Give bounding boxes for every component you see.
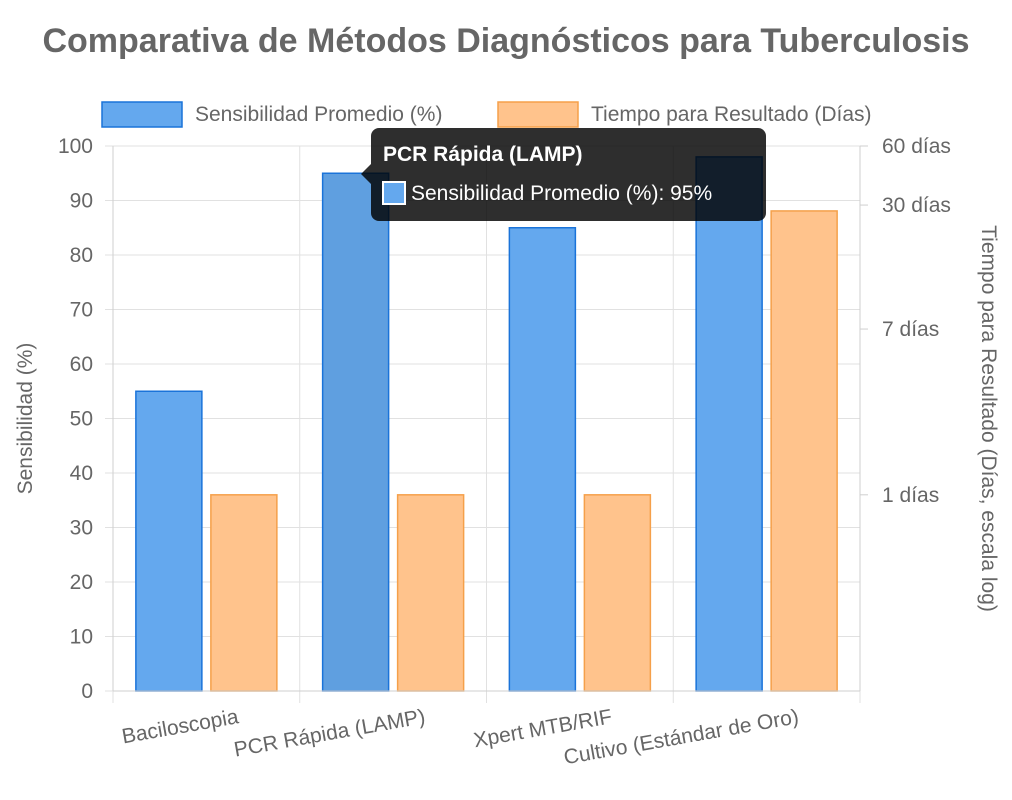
y-left-tick-label-6: 60: [70, 353, 93, 376]
bar-tiempo-0: [210, 494, 278, 692]
y-left-tick-label-2: 20: [70, 571, 93, 594]
y-left-tick-label-8: 80: [70, 244, 93, 267]
y-right-tick-label-0: 1 días: [882, 484, 939, 507]
y-left-tick-label-3: 30: [70, 517, 93, 540]
tooltip-caret: [361, 164, 371, 184]
y-left-tick-label-1: 10: [70, 626, 93, 649]
tooltip-body: Sensibilidad Promedio (%): 95%: [411, 182, 712, 205]
bar-sensibilidad-2: [508, 227, 577, 692]
y-left-tick-label-10: 100: [58, 135, 93, 158]
bar-tiempo-2: [583, 494, 652, 692]
legend-label-0: Sensibilidad Promedio (%): [195, 103, 442, 126]
chart-title: Comparativa de Métodos Diagnósticos para…: [42, 22, 969, 60]
bars: [135, 156, 838, 692]
tooltip: PCR Rápida (LAMP) Sensibilidad Promedio (…: [361, 128, 766, 221]
legend-label-1: Tiempo para Resultado (Días): [591, 103, 872, 126]
x-tick-label-1: PCR Rápida (LAMP): [232, 705, 427, 761]
x-tick-label-0: Baciloscopia: [120, 705, 240, 748]
legend: Sensibilidad Promedio (%) Tiempo para Res…: [101, 101, 872, 128]
bar-sensibilidad-0: [135, 390, 203, 692]
y-right-tick-label-2: 30 días: [882, 194, 951, 217]
y-right-tick-label-3: 60 días: [882, 135, 951, 158]
bar-tiempo-3: [770, 210, 838, 692]
y-left-tick-label-9: 90: [70, 190, 93, 213]
y-left-tick-label-0: 0: [81, 680, 93, 703]
bar-sensibilidad-3: [695, 156, 763, 692]
legend-swatch-1: [497, 101, 579, 128]
y-left-tick-label-4: 40: [70, 462, 93, 485]
legend-swatch-0: [101, 101, 183, 128]
y-right-axis-title: Tiempo para Resultado (Días, escala log): [977, 225, 1000, 612]
tooltip-title: PCR Rápida (LAMP): [383, 143, 583, 166]
y-right-tick-label-1: 7 días: [882, 318, 939, 341]
y-left-axis-title: Sensibilidad (%): [14, 343, 37, 495]
tooltip-box: [371, 128, 766, 221]
y-left-tick-label-5: 50: [70, 408, 93, 431]
bar-sensibilidad-1: [321, 172, 390, 692]
y-left-tick-label-7: 70: [70, 299, 93, 322]
tooltip-swatch: [382, 181, 406, 205]
bar-tiempo-1: [396, 494, 465, 692]
